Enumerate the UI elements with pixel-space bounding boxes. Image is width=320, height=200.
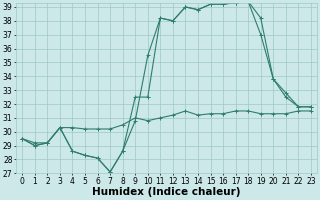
X-axis label: Humidex (Indice chaleur): Humidex (Indice chaleur) [92, 187, 241, 197]
